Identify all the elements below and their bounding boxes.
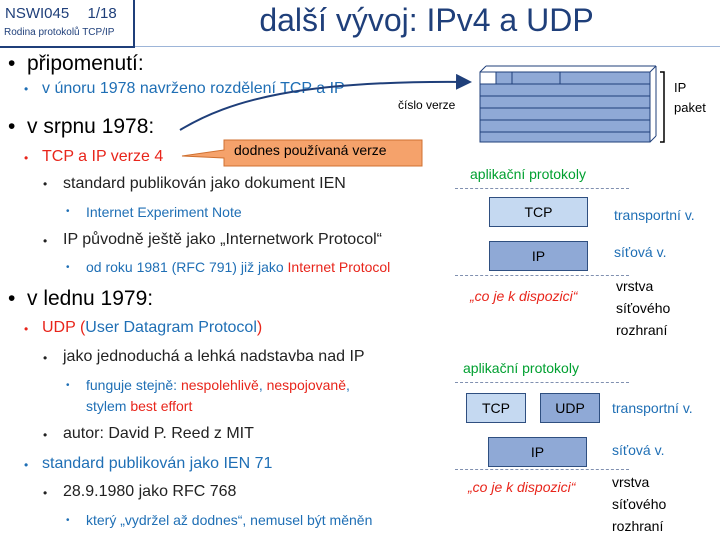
bullet-text: UDP (User Datagram Protocol) bbox=[42, 319, 262, 337]
slide-number: 1/18 bbox=[87, 5, 117, 22]
stack1-divider bbox=[455, 188, 629, 189]
text-run: ) bbox=[256, 319, 263, 336]
text-run-red: best effort bbox=[130, 398, 193, 414]
arrow-to-version bbox=[179, 73, 472, 131]
stack2-udp-box: UDP bbox=[540, 393, 600, 423]
bullet-dot: • bbox=[43, 177, 48, 191]
bullet-text-continued: stylem best effort bbox=[86, 398, 192, 414]
bullet-dot: • bbox=[24, 322, 29, 336]
bullet-dot: • bbox=[43, 234, 48, 248]
stack1-tcp-box: TCP bbox=[489, 197, 588, 227]
bullet-dot: • bbox=[66, 380, 70, 391]
stack2-whatever-label: „co je k dispozici“ bbox=[468, 479, 576, 495]
version-label: číslo verze bbox=[398, 98, 456, 112]
packet-block bbox=[479, 65, 657, 143]
packet-brace bbox=[660, 71, 665, 143]
slide-title: další vývoj: IPv4 a UDP bbox=[259, 2, 594, 38]
text-run: , bbox=[346, 377, 350, 393]
stack2-divider bbox=[455, 469, 629, 470]
bullet-dot: • bbox=[66, 262, 70, 273]
bullet-text: IP původně ještě jako „Internetwork Prot… bbox=[63, 231, 382, 248]
stack2-app-label: aplikační protokoly bbox=[463, 360, 579, 376]
stack1-divider bbox=[455, 275, 629, 276]
packet-label: paket bbox=[674, 100, 706, 115]
callout-shape bbox=[181, 139, 423, 167]
stack1-app-label: aplikační protokoly bbox=[470, 166, 586, 182]
stack1-whatever-label: „co je k dispozici“ bbox=[470, 288, 578, 304]
course-badge bbox=[0, 0, 135, 48]
bullet-text: který „vydržel až dodnes“, nemusel být m… bbox=[86, 512, 373, 528]
text-run: , bbox=[258, 377, 267, 393]
stack1-transport-label: transportní v. bbox=[614, 207, 695, 223]
text-run: UDP ( bbox=[42, 319, 86, 336]
callout-text: dodnes používaná verze bbox=[234, 142, 387, 158]
text-run-blue: User Datagram Protocol bbox=[85, 319, 257, 336]
stack2-iface-line2: síťového bbox=[612, 496, 667, 512]
text-run: od roku 1981 (RFC 791) již jako bbox=[86, 259, 288, 275]
text-run: funguje stejně: bbox=[86, 377, 181, 393]
stack2-ip-box: IP bbox=[488, 437, 587, 467]
course-code: NSWI045 bbox=[5, 5, 70, 22]
bullet-dot: • bbox=[8, 115, 16, 138]
stack1-iface-line1: vrstva bbox=[616, 278, 654, 294]
course-id: NSWI045 1/18 bbox=[5, 5, 117, 22]
text-run-red: Internet Protocol bbox=[287, 259, 391, 275]
stack1-iface-line2: síťového bbox=[616, 300, 671, 316]
bullet-text: standard publikován jako IEN 71 bbox=[42, 455, 273, 472]
course-name: Rodina protokolů TCP/IP bbox=[4, 27, 115, 38]
bullet-dot: • bbox=[66, 515, 70, 526]
stack2-iface-line3: rozhraní bbox=[612, 518, 664, 534]
stack2-iface-line1: vrstva bbox=[612, 474, 650, 490]
bullet-text: od roku 1981 (RFC 791) již jako Internet… bbox=[86, 259, 390, 275]
bullet-text: 28.9.1980 jako RFC 768 bbox=[63, 483, 237, 500]
stack1-ip-box: IP bbox=[489, 241, 588, 271]
text-run-red: nespolehlivě bbox=[180, 377, 259, 393]
stack1-iface-line3: rozhraní bbox=[616, 322, 668, 338]
bullet-dot: • bbox=[8, 287, 16, 310]
text-run-red: nespojovaně bbox=[266, 377, 346, 393]
stack2-transport-label: transportní v. bbox=[612, 400, 693, 416]
stack2-divider bbox=[455, 382, 629, 383]
bullet-text: v únoru 1978 navrženo rozdělení TCP a IP bbox=[42, 80, 345, 97]
bullet-dot: • bbox=[24, 82, 29, 96]
bullet-text: standard publikován jako dokument IEN bbox=[63, 175, 346, 192]
bullet-text: Internet Experiment Note bbox=[86, 204, 242, 220]
bullet-dot: • bbox=[24, 458, 29, 472]
text-run: stylem bbox=[86, 398, 131, 414]
bullet-text: funguje stejně: nespolehlivě, nespojovan… bbox=[86, 377, 350, 393]
bullet-dot: • bbox=[43, 486, 48, 500]
bullet-dot: • bbox=[24, 151, 29, 165]
bullet-text: v lednu 1979: bbox=[27, 287, 154, 310]
stack2-tcp-box: TCP bbox=[466, 393, 526, 423]
stack1-network-label: síťová v. bbox=[614, 244, 667, 260]
bullet-text: autor: David P. Reed z MIT bbox=[63, 425, 254, 442]
bullet-dot: • bbox=[43, 428, 48, 442]
bullet-dot: • bbox=[66, 206, 70, 217]
ip-label: IP bbox=[674, 80, 687, 95]
stack2-network-label: síťová v. bbox=[612, 442, 665, 458]
bullet-dot: • bbox=[43, 351, 48, 365]
bullet-dot: • bbox=[8, 52, 16, 75]
version-field bbox=[479, 71, 497, 85]
bullet-text: připomenutí: bbox=[27, 52, 144, 75]
bullet-text: TCP a IP verze 4 bbox=[42, 148, 164, 165]
bullet-text: v srpnu 1978: bbox=[27, 115, 155, 138]
ip-packet-diagram bbox=[179, 65, 665, 143]
bullet-l1-reminder: • bbox=[8, 52, 15, 76]
bullet-text: jako jednoduchá a lehká nadstavba nad IP bbox=[63, 348, 365, 365]
